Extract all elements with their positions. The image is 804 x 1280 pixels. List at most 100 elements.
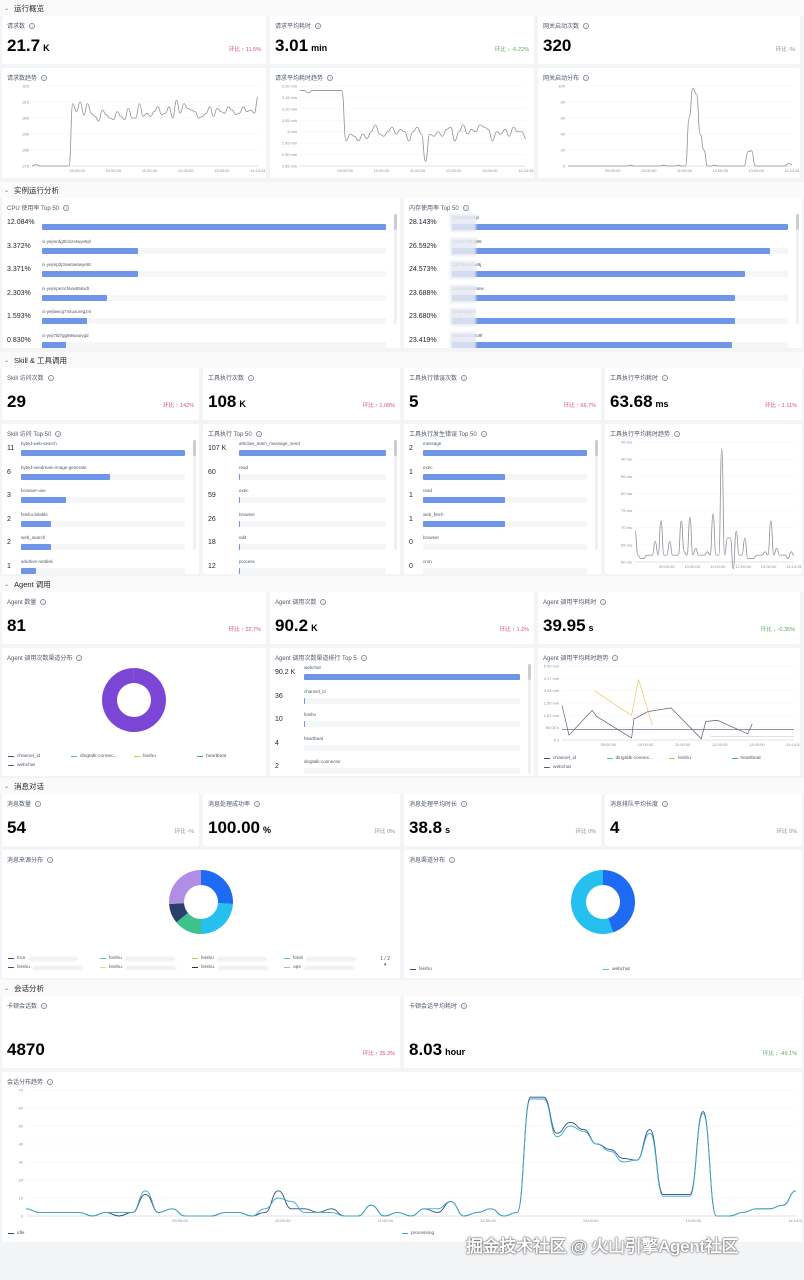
legend-item[interactable]: feishu. (100, 965, 192, 970)
legend-item[interactable]: webchat (544, 765, 607, 770)
legend-item[interactable]: channel_id (8, 754, 71, 759)
help-icon[interactable]: ? (583, 22, 590, 29)
scrollbar[interactable] (193, 440, 196, 550)
help-icon[interactable]: ? (327, 74, 334, 81)
legend-item[interactable]: channel_id (544, 756, 607, 761)
help-icon[interactable]: ? (461, 374, 468, 381)
pie-slice-s1[interactable] (201, 870, 233, 905)
help-icon[interactable]: ? (674, 430, 681, 437)
bar-list-item[interactable]: 2.303% ci-yejmpezicfsvw55kxdt (2, 283, 400, 307)
section-header-overview[interactable]: ⌄ 运行概览 (0, 0, 804, 16)
bar-list-item[interactable]: 24.573%3gfn39m4hw9j (404, 259, 802, 283)
help-icon[interactable]: ? (47, 374, 54, 381)
legend-item[interactable]: ops (284, 965, 376, 970)
help-icon[interactable]: ? (583, 74, 590, 81)
help-icon[interactable]: ? (480, 430, 487, 437)
legend-item[interactable]: feishu (192, 956, 284, 961)
scrollbar[interactable] (394, 440, 397, 550)
pie-slice-webchat[interactable] (571, 870, 613, 934)
scrollbar[interactable] (528, 664, 531, 774)
bar-list-item[interactable]: 26.592%eo8xm7a1dj86 (404, 236, 802, 260)
help-icon[interactable]: ? (320, 598, 327, 605)
legend-item[interactable]: feishu (100, 956, 192, 961)
bar-list-item[interactable]: 2 feishu-bitable (2, 509, 199, 533)
legend-item[interactable]: feishu (410, 967, 603, 972)
pie-slice-feishu[interactable] (603, 870, 635, 933)
bar-list-item[interactable]: 10 feishu (270, 709, 534, 733)
bar-list-item[interactable]: 11 byted-web-search (2, 438, 199, 462)
bar-list-item[interactable]: 4 heartbeat (270, 733, 534, 757)
legend-item[interactable]: feish (284, 956, 376, 961)
bar-list-item[interactable]: 23.419%c8wpt19418o9f (404, 330, 802, 348)
legend-item[interactable]: heartbeat (731, 756, 795, 761)
bar-list-item[interactable]: 36 channel_id (270, 686, 534, 710)
help-icon[interactable]: ? (461, 1002, 468, 1009)
legend-item[interactable]: heartbeat (197, 754, 260, 759)
bar-list-item[interactable]: 59 exec (203, 485, 400, 509)
bar-list-item[interactable]: 26 browser (203, 509, 400, 533)
legend-item[interactable]: feishu. (192, 965, 284, 970)
bar-list-item[interactable]: 28.143%3cbzetwye5pl (404, 212, 802, 236)
help-icon[interactable]: ? (461, 800, 468, 807)
scrollbar[interactable] (796, 214, 799, 324)
help-icon[interactable]: ? (40, 598, 47, 605)
scrollbar[interactable] (394, 214, 397, 324)
legend-item[interactable]: dingtalk-connec... (606, 756, 670, 761)
help-icon[interactable]: ? (255, 430, 262, 437)
help-icon[interactable]: ? (63, 204, 70, 211)
help-icon[interactable]: ? (612, 654, 619, 661)
help-icon[interactable]: ? (47, 1078, 54, 1085)
help-icon[interactable]: ? (41, 74, 48, 81)
help-icon[interactable]: ? (662, 374, 669, 381)
pie-slice-s3[interactable] (176, 912, 201, 934)
help-icon[interactable]: ? (254, 800, 261, 807)
pie-slice-webchat[interactable] (102, 668, 167, 732)
bar-list-item[interactable]: 2 message (404, 438, 601, 462)
bar-list-item[interactable]: 3.372% ci-yejmrdg0lcbzetwye5pl (2, 236, 400, 260)
help-icon[interactable]: ? (449, 856, 456, 863)
section-header-agent[interactable]: ⌄ Agent 调用 (0, 576, 804, 592)
bar-list-item[interactable]: 6 byted-seedream-image-generate (2, 462, 199, 486)
help-icon[interactable]: ? (35, 800, 42, 807)
bar-list-item[interactable]: 12.084% (2, 212, 400, 236)
section-header-instance[interactable]: ⌄ 实例运行分析 (0, 182, 804, 198)
legend-item[interactable]: fron (8, 956, 100, 961)
pie-slice-s4[interactable] (169, 903, 188, 923)
help-icon[interactable]: ? (29, 22, 36, 29)
help-icon[interactable]: ? (600, 598, 607, 605)
section-header-skill[interactable]: ⌄ Skill & 工具调用 (0, 352, 804, 368)
bar-list-item[interactable]: 1.593% ci-yejlawcg744uxuregzm (2, 306, 400, 330)
help-icon[interactable]: ? (55, 430, 62, 437)
section-header-session[interactable]: ⌄ 会话分析 (0, 980, 804, 996)
legend-item[interactable]: feishu (669, 756, 732, 761)
bar-list-item[interactable]: 90.2 K webchat (270, 662, 534, 686)
help-icon[interactable]: ? (41, 1002, 48, 1009)
bar-list-item[interactable]: 3 browser-use (2, 485, 199, 509)
legend-item[interactable]: feishu (134, 754, 197, 759)
legend-pager[interactable]: 1 / 2 ▾ (380, 956, 390, 968)
help-icon[interactable]: ? (315, 22, 322, 29)
help-icon[interactable]: ? (76, 654, 83, 661)
bar-list-item[interactable]: 23.688%1cd0ma1a34ew (404, 283, 802, 307)
legend-item[interactable]: processing (402, 1231, 796, 1236)
bar-list-item[interactable]: 23.680%lxag14gey4 (404, 306, 802, 330)
bar-list-item[interactable]: 60 read (203, 462, 400, 486)
help-icon[interactable]: ? (248, 374, 255, 381)
help-icon[interactable]: ? (47, 856, 54, 863)
legend-item[interactable]: idle (8, 1231, 402, 1236)
pie-slice-s5[interactable] (168, 870, 201, 905)
bar-list-item[interactable]: 1 exec (404, 462, 601, 486)
scrollbar[interactable] (595, 440, 598, 550)
bar-list-item[interactable]: 2 dingtalk-connector (270, 756, 534, 776)
help-icon[interactable]: ? (462, 204, 469, 211)
help-icon[interactable]: ? (360, 654, 367, 661)
bar-list-item[interactable]: 12 process (203, 556, 400, 575)
help-icon[interactable]: ? (662, 800, 669, 807)
bar-list-item[interactable]: 3.371% ci-yejmp2j3swtiaetwyettc (2, 259, 400, 283)
pie-slice-s2[interactable] (201, 903, 233, 934)
section-header-message[interactable]: ⌄ 消息对话 (0, 778, 804, 794)
bar-list-item[interactable]: 0 cron (404, 556, 601, 575)
legend-item[interactable]: webchat (603, 967, 796, 972)
bar-list-item[interactable]: 0 browser (404, 532, 601, 556)
legend-item[interactable]: webchat (8, 763, 71, 768)
